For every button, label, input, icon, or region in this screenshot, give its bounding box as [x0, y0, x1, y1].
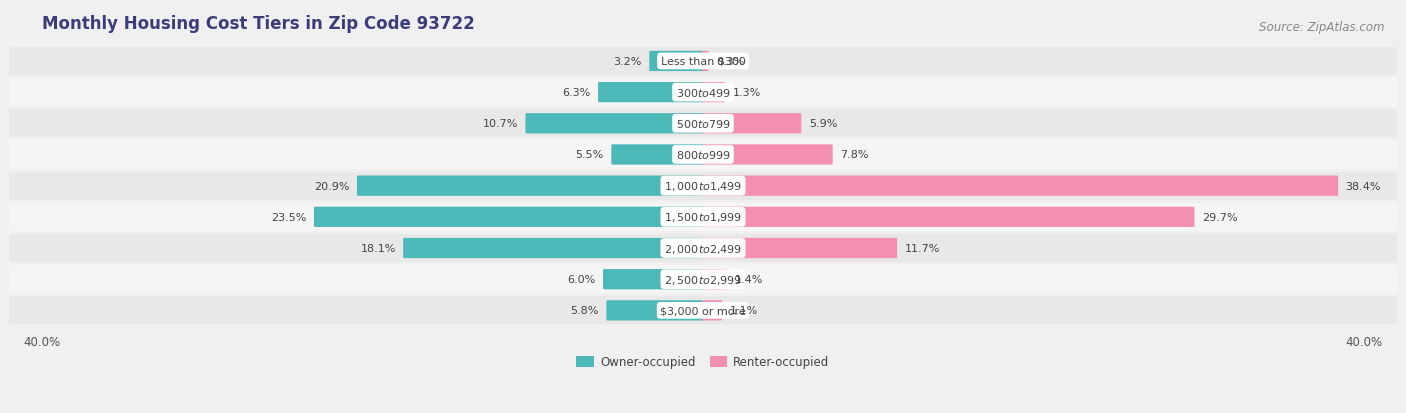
Text: 38.4%: 38.4%: [1346, 181, 1381, 191]
FancyBboxPatch shape: [357, 176, 704, 196]
Text: 3.2%: 3.2%: [613, 57, 643, 67]
Bar: [10, 297, 1396, 325]
Text: $1,000 to $1,499: $1,000 to $1,499: [664, 180, 742, 193]
FancyBboxPatch shape: [603, 269, 704, 290]
Text: $3,000 or more: $3,000 or more: [661, 306, 745, 316]
Text: 23.5%: 23.5%: [271, 212, 307, 222]
Text: 18.1%: 18.1%: [360, 243, 395, 254]
Text: $800 to $999: $800 to $999: [675, 149, 731, 161]
Bar: [10, 235, 1396, 262]
Bar: [10, 203, 1396, 231]
Bar: [10, 48, 1396, 76]
Bar: [10, 266, 1396, 294]
FancyBboxPatch shape: [702, 114, 801, 134]
FancyBboxPatch shape: [314, 207, 704, 228]
FancyBboxPatch shape: [612, 145, 704, 165]
Text: $300 to $499: $300 to $499: [675, 87, 731, 99]
Text: 7.8%: 7.8%: [841, 150, 869, 160]
FancyBboxPatch shape: [702, 176, 1339, 196]
Text: 1.4%: 1.4%: [734, 275, 763, 285]
Text: Monthly Housing Cost Tiers in Zip Code 93722: Monthly Housing Cost Tiers in Zip Code 9…: [42, 15, 475, 33]
Text: 5.5%: 5.5%: [575, 150, 605, 160]
Bar: [10, 172, 1396, 200]
FancyBboxPatch shape: [702, 238, 897, 259]
Text: $1,500 to $1,999: $1,500 to $1,999: [664, 211, 742, 224]
Text: 11.7%: 11.7%: [904, 243, 939, 254]
Text: $500 to $799: $500 to $799: [675, 118, 731, 130]
FancyBboxPatch shape: [598, 83, 704, 103]
Bar: [10, 110, 1396, 138]
Text: Less than $300: Less than $300: [661, 57, 745, 67]
Text: Source: ZipAtlas.com: Source: ZipAtlas.com: [1260, 21, 1385, 33]
Bar: [10, 141, 1396, 169]
FancyBboxPatch shape: [702, 145, 832, 165]
Text: 10.7%: 10.7%: [482, 119, 517, 129]
Text: 29.7%: 29.7%: [1202, 212, 1237, 222]
FancyBboxPatch shape: [606, 301, 704, 321]
Text: 0.3%: 0.3%: [716, 57, 744, 67]
FancyBboxPatch shape: [526, 114, 704, 134]
Text: 6.3%: 6.3%: [562, 88, 591, 98]
Text: $2,000 to $2,499: $2,000 to $2,499: [664, 242, 742, 255]
Text: 5.8%: 5.8%: [571, 306, 599, 316]
FancyBboxPatch shape: [702, 269, 727, 290]
Text: $2,500 to $2,999: $2,500 to $2,999: [664, 273, 742, 286]
FancyBboxPatch shape: [404, 238, 704, 259]
FancyBboxPatch shape: [702, 301, 723, 321]
FancyBboxPatch shape: [702, 52, 709, 72]
Text: 5.9%: 5.9%: [808, 119, 837, 129]
Text: 6.0%: 6.0%: [568, 275, 596, 285]
Text: 1.3%: 1.3%: [733, 88, 761, 98]
FancyBboxPatch shape: [650, 52, 704, 72]
Legend: Owner-occupied, Renter-occupied: Owner-occupied, Renter-occupied: [572, 351, 834, 373]
Text: 20.9%: 20.9%: [314, 181, 350, 191]
Text: 1.1%: 1.1%: [730, 306, 758, 316]
FancyBboxPatch shape: [702, 207, 1195, 228]
Bar: [10, 79, 1396, 107]
FancyBboxPatch shape: [702, 83, 725, 103]
